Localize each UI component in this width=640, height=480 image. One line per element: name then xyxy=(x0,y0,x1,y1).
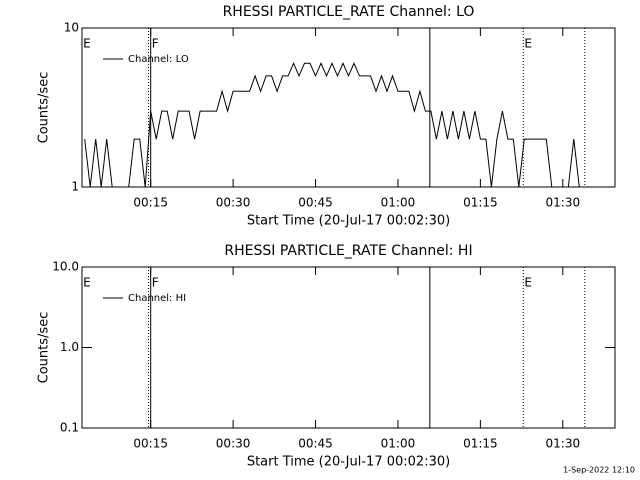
x-tick-label: 00:45 xyxy=(298,196,333,210)
x-tick-label: 00:30 xyxy=(216,196,251,210)
annotation: E xyxy=(83,276,91,290)
y-tick-label: 10.0 xyxy=(52,260,79,274)
annotation: F xyxy=(152,37,159,51)
x-tick-label: 01:15 xyxy=(463,196,498,210)
x-tick-label: 01:00 xyxy=(381,196,416,210)
y-tick-label: 1.0 xyxy=(60,340,79,354)
x-tick-label: 01:30 xyxy=(546,437,581,451)
annotation: E xyxy=(83,37,91,51)
annotation: E xyxy=(524,276,532,290)
x-axis-label: Start Time (20-Jul-17 00:02:30) xyxy=(247,455,450,470)
x-tick-label: 01:00 xyxy=(381,437,416,451)
x-tick-label: 01:30 xyxy=(546,196,581,210)
x-tick-label: 00:45 xyxy=(298,437,333,451)
y-tick-label: 10 xyxy=(64,21,79,35)
chart-title: RHESSI PARTICLE_RATE Channel: LO xyxy=(223,4,475,20)
y-axis-label: Counts/sec xyxy=(37,312,52,384)
annotation: F xyxy=(152,276,159,290)
x-axis-label: Start Time (20-Jul-17 00:02:30) xyxy=(247,214,450,229)
legend-label: Channel: HI xyxy=(128,293,186,304)
y-tick-label: 0.1 xyxy=(60,421,79,435)
data-line xyxy=(84,62,580,188)
chart-title: RHESSI PARTICLE_RATE Channel: HI xyxy=(224,243,472,259)
footer: 1-Sep-2022 12:10 xyxy=(563,466,635,475)
x-tick-label: 01:15 xyxy=(463,437,498,451)
plot-frame xyxy=(81,27,616,188)
legend-label: Channel: LO xyxy=(128,54,189,65)
annotation: E xyxy=(524,37,532,51)
plot-frame xyxy=(81,266,616,429)
x-tick-label: 00:30 xyxy=(216,437,251,451)
y-axis-label: Counts/sec xyxy=(37,72,52,144)
x-tick-label: 00:15 xyxy=(133,437,168,451)
x-tick-label: 00:15 xyxy=(133,196,168,210)
y-tick-label: 1 xyxy=(71,180,79,194)
